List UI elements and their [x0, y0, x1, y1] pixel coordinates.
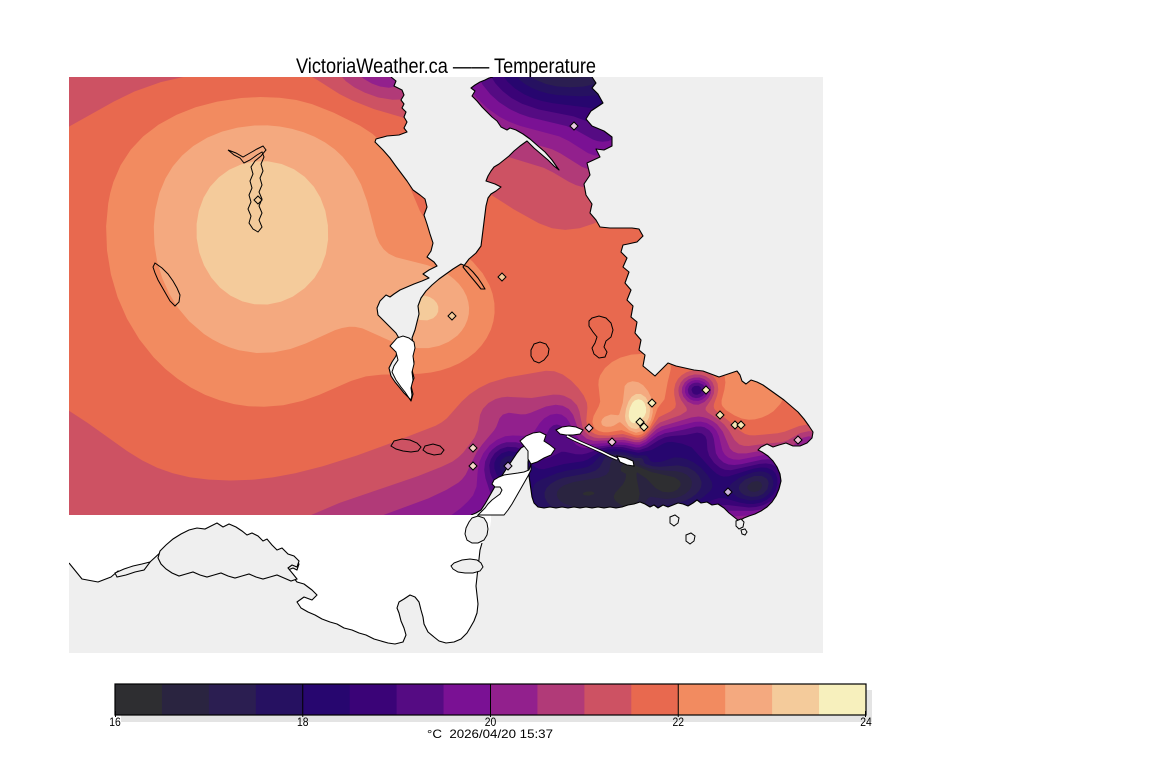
svg-text:22: 22: [673, 715, 685, 729]
svg-text:VictoriaWeather.ca —— Temperat: VictoriaWeather.ca —— Temperature: [296, 54, 596, 78]
svg-text:24: 24: [860, 715, 872, 729]
svg-text:18: 18: [297, 715, 309, 729]
svg-text:20: 20: [485, 715, 497, 729]
svg-text:°C 2026/04/20 15:37: °C 2026/04/20 15:37: [427, 727, 553, 741]
svg-text:16: 16: [109, 715, 121, 729]
